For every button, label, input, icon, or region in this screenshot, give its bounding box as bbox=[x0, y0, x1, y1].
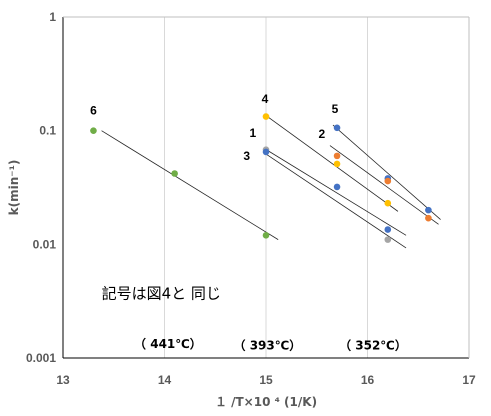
trend-line-6 bbox=[329, 145, 439, 225]
data-point-1 bbox=[90, 127, 97, 134]
data-point-14 bbox=[384, 226, 392, 233]
series-labels: 6 4 5 1 2 3 bbox=[90, 92, 339, 163]
data-point-17 bbox=[425, 214, 432, 222]
x-tick-13: 13 bbox=[56, 373, 70, 387]
data-point-10 bbox=[333, 183, 341, 191]
x-tick-14: 14 bbox=[158, 373, 172, 387]
series-label-5: 5 bbox=[332, 102, 339, 116]
series-label-1: 1 bbox=[249, 126, 256, 140]
annotation-3: （ 393℃） bbox=[234, 337, 302, 352]
y-tick-0.001: 0.001 bbox=[26, 351, 56, 365]
data-point-6 bbox=[262, 148, 270, 156]
y-tick-labels: 0.001 0.01 0.1 1 bbox=[26, 10, 56, 365]
trend-line-2 bbox=[263, 113, 399, 212]
data-point-13 bbox=[384, 199, 392, 207]
trend-line-3 bbox=[263, 147, 407, 236]
axes bbox=[62, 16, 470, 359]
x-tick-16: 16 bbox=[361, 373, 375, 387]
trend-line-4 bbox=[263, 152, 407, 249]
data-point-7 bbox=[333, 124, 341, 132]
series-label-4: 4 bbox=[262, 92, 269, 106]
data-point-2 bbox=[171, 170, 178, 177]
data-point-9 bbox=[333, 160, 341, 168]
x-tick-labels: 13 14 15 16 17 bbox=[56, 373, 476, 387]
x-tick-17: 17 bbox=[462, 373, 476, 387]
data-point-3 bbox=[262, 232, 270, 239]
data-points bbox=[90, 113, 432, 243]
x-axis-label: １ /T×10 ⁴ (1/K) bbox=[215, 395, 317, 409]
series-label-3: 3 bbox=[243, 149, 250, 163]
trend-lines bbox=[101, 113, 441, 249]
data-point-8 bbox=[333, 152, 341, 160]
annotation-4: （ 352℃） bbox=[339, 337, 407, 352]
x-tick-15: 15 bbox=[259, 373, 273, 387]
annotation-1: 記号は図4と 同じ bbox=[102, 284, 221, 302]
y-tick-0.01: 0.01 bbox=[33, 237, 57, 251]
series-label-6: 6 bbox=[90, 104, 97, 118]
series-label-2: 2 bbox=[318, 127, 325, 141]
annotations: 記号は図4と 同じ （ 441℃） （ 393℃） （ 352℃） bbox=[102, 284, 407, 352]
grid-lines bbox=[164, 17, 368, 358]
trend-line-1 bbox=[101, 130, 279, 240]
data-point-15 bbox=[384, 236, 392, 243]
y-axis-label: k(min⁻¹) bbox=[7, 160, 21, 216]
y-tick-1: 1 bbox=[49, 10, 56, 24]
data-point-12 bbox=[384, 177, 392, 185]
y-tick-0.1: 0.1 bbox=[39, 124, 56, 138]
data-point-16 bbox=[425, 206, 432, 214]
trend-line-5 bbox=[332, 124, 441, 220]
annotation-2: （ 441℃） bbox=[134, 336, 202, 351]
data-point-4 bbox=[262, 113, 270, 120]
